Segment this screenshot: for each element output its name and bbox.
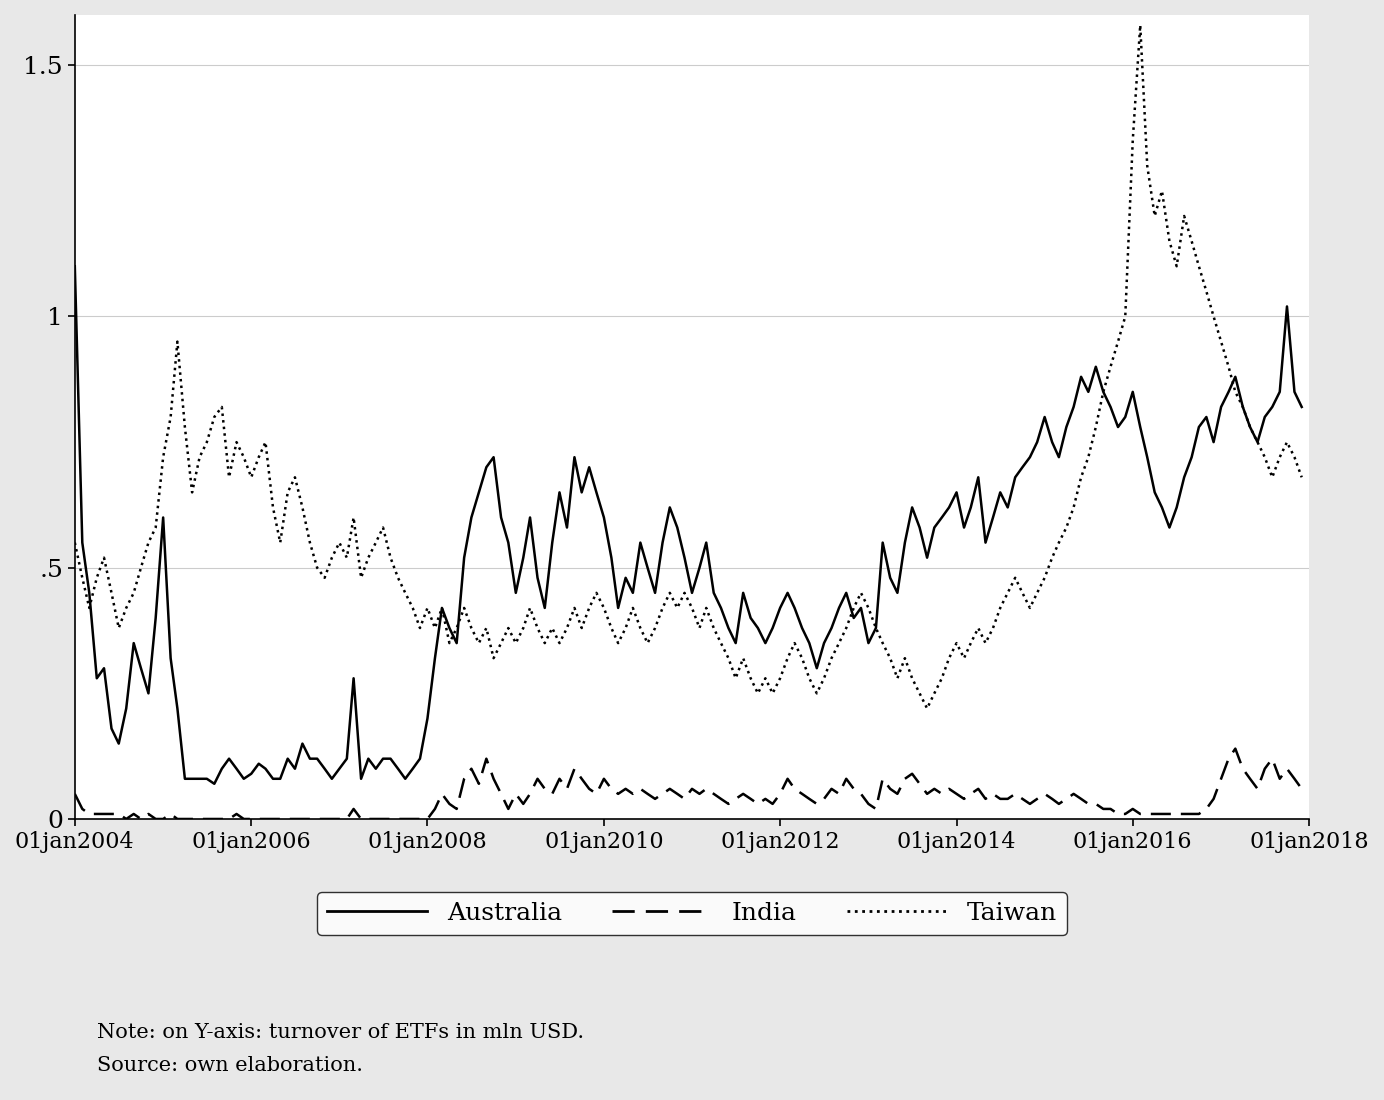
Legend: Australia, India, Taiwan: Australia, India, Taiwan xyxy=(317,892,1067,935)
Text: Source: own elaboration.: Source: own elaboration. xyxy=(97,1056,363,1075)
Text: Note: on Y-axis: turnover of ETFs in mln USD.: Note: on Y-axis: turnover of ETFs in mln… xyxy=(97,1023,584,1042)
